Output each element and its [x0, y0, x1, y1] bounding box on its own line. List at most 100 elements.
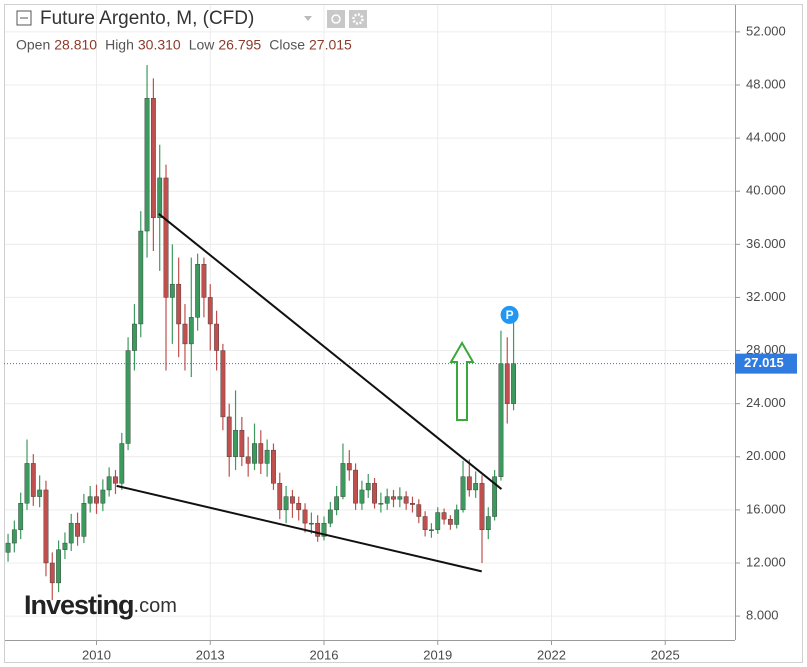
- candle-body: [188, 317, 194, 345]
- candle-body: [144, 98, 150, 232]
- legend-label: Low: [189, 37, 216, 53]
- y-tick-label: 20.000: [746, 448, 786, 463]
- candle-body: [75, 522, 80, 537]
- legend-label: Close: [269, 37, 305, 53]
- eye-button[interactable]: [327, 10, 345, 28]
- candle-body: [56, 549, 62, 584]
- candle-body: [435, 512, 441, 530]
- ohlc-legend: Open 28.810 High 30.310 Low 26.795 Close 27.015: [16, 37, 352, 53]
- candle-body: [498, 363, 504, 477]
- candle-body: [397, 496, 403, 500]
- candle-body: [201, 264, 207, 298]
- settings-button[interactable]: [349, 10, 367, 28]
- candle-body: [277, 483, 283, 511]
- candle-body: [258, 443, 264, 464]
- watermark-domain: .com: [134, 595, 177, 617]
- candle-body: [252, 443, 257, 464]
- candle-body: [169, 283, 175, 298]
- candle-body: [327, 509, 333, 524]
- candle-body: [176, 283, 182, 325]
- candle-body: [226, 416, 232, 457]
- candle-body: [245, 456, 251, 464]
- candle-body: [384, 496, 390, 504]
- candle-body: [308, 522, 314, 525]
- trend-line: [158, 213, 503, 490]
- candle-body: [359, 489, 365, 504]
- x-tick-label: 2025: [651, 647, 680, 662]
- marker-label: P: [506, 308, 514, 322]
- y-tick-label: 36.000: [746, 236, 786, 251]
- legend-value: 26.795: [218, 37, 261, 53]
- candle-body: [207, 297, 213, 325]
- y-tick-label: 44.000: [746, 130, 786, 145]
- y-tick-label: 8.000: [746, 608, 779, 623]
- candle-body: [5, 542, 11, 553]
- candle-body: [214, 323, 219, 351]
- candle-body: [182, 323, 188, 345]
- settings-icon: [352, 13, 364, 25]
- candle-body: [43, 489, 49, 564]
- candles: [5, 65, 516, 601]
- candle-body: [460, 476, 466, 511]
- candle-body: [30, 463, 36, 497]
- legend-value: 28.810: [54, 37, 97, 53]
- candle-body: [163, 177, 169, 298]
- candle-body: [62, 542, 68, 550]
- x-tick-label: 2016: [310, 647, 339, 662]
- candle-body: [511, 363, 516, 404]
- candle-body: [271, 449, 276, 484]
- chart-title: Future Argento, M, (CFD): [40, 8, 254, 29]
- candle-body: [150, 98, 156, 218]
- candle-body: [365, 483, 371, 491]
- y-tick-label: 24.000: [746, 395, 786, 410]
- candle-body: [37, 489, 43, 497]
- candle-body: [81, 503, 87, 537]
- candle-body: [403, 496, 409, 504]
- x-tick-label: 2019: [423, 647, 452, 662]
- candle-body: [321, 522, 327, 537]
- candle-body: [340, 463, 346, 497]
- candle-body: [378, 503, 384, 505]
- collapse-icon[interactable]: [16, 10, 32, 26]
- candle-body: [220, 350, 226, 418]
- y-tick-label: 16.000: [746, 501, 786, 516]
- candle-body: [441, 512, 447, 520]
- candle-body: [372, 483, 377, 504]
- candle-body: [302, 509, 308, 524]
- x-tick-label: 2010: [82, 647, 111, 662]
- dropdown-icon[interactable]: [304, 16, 312, 21]
- watermark: Investing.com: [24, 590, 177, 620]
- last-price-label: 27.015: [744, 355, 784, 370]
- candle-body: [113, 476, 118, 484]
- candle-body: [479, 483, 485, 530]
- candle-body: [239, 430, 245, 457]
- legend-label: Open: [16, 37, 50, 53]
- candle-body: [233, 430, 238, 457]
- candle-body: [100, 489, 106, 504]
- trend-line: [116, 484, 482, 573]
- candle-body: [504, 363, 510, 404]
- candle-body: [346, 463, 352, 471]
- candle-body: [290, 496, 295, 504]
- y-tick-label: 48.000: [746, 76, 786, 91]
- candle-body: [87, 496, 93, 504]
- candle-body: [195, 264, 201, 318]
- candle-body: [391, 496, 396, 500]
- last-price-box: [735, 353, 797, 374]
- candle-body: [422, 516, 428, 530]
- legend-label: High: [105, 37, 134, 53]
- candle-body: [119, 443, 125, 484]
- candle-body: [410, 503, 415, 505]
- y-tick-label: 52.000: [746, 23, 786, 38]
- marker-badge: [500, 305, 519, 324]
- eye-icon: [331, 14, 341, 24]
- candle-body: [132, 323, 137, 351]
- candle-body: [492, 476, 498, 517]
- candle-body: [416, 504, 422, 517]
- frame: [4, 4, 803, 663]
- candle-body: [466, 476, 472, 491]
- candle-body: [473, 483, 479, 491]
- x-tick-label: 2022: [537, 647, 566, 662]
